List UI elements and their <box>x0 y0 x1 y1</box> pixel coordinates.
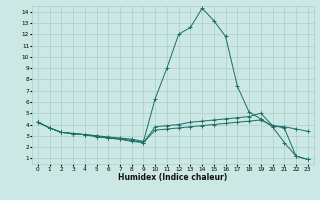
X-axis label: Humidex (Indice chaleur): Humidex (Indice chaleur) <box>118 173 228 182</box>
